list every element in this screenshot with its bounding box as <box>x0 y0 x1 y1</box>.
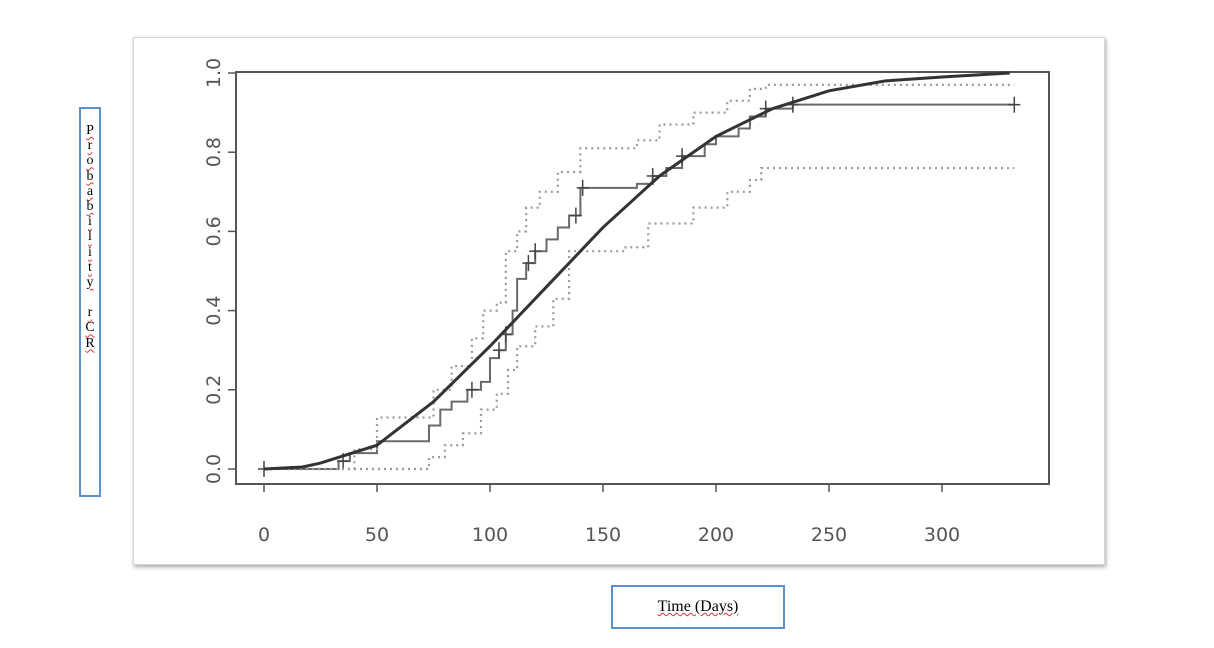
x-axis-label: Time (Days) <box>611 585 785 629</box>
km-step-line <box>264 103 1015 470</box>
plot-area: 0 50 100 150 200 250 300 0.0 0.2 0.4 0.6 0.8 1.0 <box>203 58 1050 546</box>
y-tick-label: 0.6 <box>203 216 225 246</box>
censor-mark <box>529 243 542 260</box>
y-tick-label: 0.8 <box>203 137 225 167</box>
y-tick-label: 0.2 <box>203 375 225 405</box>
x-axis-label-text: Time (Days) <box>657 598 739 615</box>
x-tick-label: 50 <box>365 524 389 546</box>
y-tick-label: 0.0 <box>203 454 225 484</box>
censor-mark <box>576 179 589 196</box>
y-axis-label-letter: C <box>85 320 95 336</box>
y-axis-label-letter: a <box>86 183 94 199</box>
y-axis-label-letter: i <box>88 244 92 260</box>
y-axis-label-letter: b <box>86 168 94 184</box>
censor-mark <box>465 381 478 398</box>
y-axis-label-letter: b <box>86 198 94 214</box>
y-tick-label: 0.4 <box>203 295 225 325</box>
fitted-curve-line <box>263 71 1010 471</box>
y-axis-label-letter <box>88 290 92 305</box>
x-tick-label: 200 <box>698 524 734 546</box>
axes: 0 50 100 150 200 250 300 0.0 0.2 0.4 0.6 0.8 1.0 <box>203 58 960 546</box>
x-tick-label: 300 <box>924 524 960 546</box>
confidence-band-line <box>264 83 1015 471</box>
y-axis-label-letter: r <box>87 138 93 154</box>
x-tick-label: 0 <box>258 524 270 546</box>
x-tick-label: 250 <box>811 524 847 546</box>
censor-mark <box>522 255 535 272</box>
series-layer <box>258 71 1021 477</box>
y-axis-label-letter: i <box>88 214 92 230</box>
x-tick-label: 100 <box>472 524 508 546</box>
x-tick-label: 150 <box>585 524 621 546</box>
censor-mark <box>493 342 506 359</box>
y-tick-label: 1.0 <box>203 58 225 88</box>
plot-frame <box>235 71 1050 485</box>
censor-mark <box>569 207 582 224</box>
y-axis-label-letter: l <box>88 229 92 245</box>
confidence-band-line <box>264 166 1015 471</box>
y-axis-label-letter: t <box>88 259 92 275</box>
y-axis-label-letter: R <box>85 335 95 351</box>
y-axis-label-letter: y <box>86 274 94 290</box>
y-axis-label-letter: r <box>87 305 93 321</box>
figure-panel: 0 50 100 150 200 250 300 0.0 0.2 0.4 0.6 0.8 1.0 <box>133 37 1105 565</box>
y-axis-label-letter: o <box>86 153 94 169</box>
y-axis-label-letter: P <box>86 123 94 138</box>
censor-mark <box>1008 96 1021 113</box>
